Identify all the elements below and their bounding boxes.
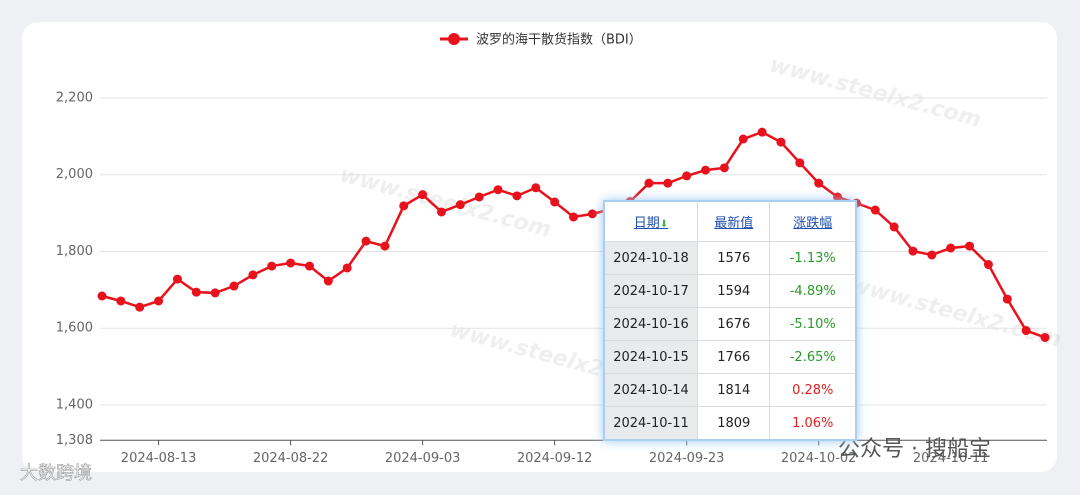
- table-cell: 1.06%: [769, 406, 857, 441]
- table-header: 涨跌幅: [769, 200, 857, 242]
- point: [682, 171, 692, 181]
- table-cell: -4.89%: [769, 274, 857, 308]
- y-tick-label: 2,000: [56, 167, 93, 182]
- point: [795, 158, 805, 168]
- point: [833, 192, 843, 202]
- x-tick-label: 2024-10-02: [781, 451, 857, 466]
- point: [814, 178, 824, 188]
- point: [946, 243, 956, 253]
- legend-marker: [448, 33, 460, 45]
- legend-label: 波罗的海干散货指数（BDI）: [476, 32, 642, 48]
- point: [399, 201, 409, 211]
- data-table: 日期⬇ 最新值 涨跌幅 2024-10-18 1576 -1.13% 2024-10-17 1…: [603, 200, 857, 441]
- point: [983, 260, 993, 270]
- point: [493, 185, 503, 195]
- y-tick-label: 1,308: [56, 433, 93, 448]
- point: [587, 209, 597, 219]
- table-cell: 1576: [696, 241, 771, 275]
- point: [663, 178, 673, 188]
- point: [1040, 332, 1050, 342]
- y-tick-label: 1,400: [56, 397, 93, 412]
- table-cell: 2024-10-18: [603, 241, 698, 275]
- point: [135, 302, 145, 312]
- point: [757, 127, 767, 137]
- point: [172, 274, 182, 284]
- y-tick-label: 2,200: [56, 90, 93, 105]
- table-cell: -2.65%: [769, 340, 857, 374]
- point: [191, 287, 201, 297]
- legend: 波罗的海干散货指数（BDI）: [440, 32, 642, 48]
- point: [870, 205, 880, 215]
- point: [380, 241, 390, 251]
- point: [531, 183, 541, 193]
- point: [323, 276, 333, 286]
- table-cell: 2024-10-17: [603, 274, 698, 308]
- y-tick-label: 1,600: [56, 321, 93, 336]
- x-tick-label: 2024-08-22: [253, 451, 329, 466]
- table-cell: 2024-10-15: [603, 340, 698, 374]
- table-cell: 2024-10-16: [603, 307, 698, 341]
- table-row: 2024-10-15 1766 -2.65%: [603, 340, 857, 374]
- point: [474, 192, 484, 202]
- point: [738, 134, 748, 144]
- x-tick-label: 2024-09-12: [517, 451, 593, 466]
- footer-right: 公众号 · 搜船宝: [838, 437, 991, 462]
- table-cell: 0.28%: [769, 373, 857, 407]
- table-header: 最新值: [696, 200, 771, 242]
- point: [1002, 294, 1012, 304]
- table-row: 2024-10-18 1576 -1.13%: [603, 241, 857, 275]
- point: [927, 250, 937, 260]
- table-cell: 1809: [696, 406, 771, 441]
- point: [154, 296, 164, 306]
- point: [286, 258, 296, 268]
- point: [436, 207, 446, 217]
- point: [418, 190, 428, 200]
- point: [776, 137, 786, 147]
- point: [455, 200, 465, 210]
- x-tick-label: 2024-08-13: [121, 451, 197, 466]
- table-header-row: 日期⬇ 最新值 涨跌幅: [603, 200, 857, 242]
- table-cell: -1.13%: [769, 241, 857, 275]
- point: [116, 296, 126, 306]
- point: [1021, 326, 1031, 336]
- point: [550, 197, 560, 207]
- point: [342, 263, 352, 273]
- point: [229, 281, 239, 291]
- table-cell: -5.10%: [769, 307, 857, 341]
- table-row: 2024-10-16 1676 -5.10%: [603, 307, 857, 341]
- point: [248, 270, 258, 280]
- table-cell: 1594: [696, 274, 771, 308]
- point: [908, 246, 918, 256]
- point: [267, 261, 277, 271]
- point: [97, 291, 107, 301]
- table-cell: 2024-10-11: [603, 406, 698, 441]
- point: [965, 241, 975, 251]
- x-tick-label: 2024-09-23: [649, 451, 725, 466]
- point: [889, 222, 899, 232]
- point: [569, 212, 578, 222]
- x-tick-label: 2024-10-11: [913, 451, 989, 466]
- table-cell: 1676: [696, 307, 771, 341]
- y-tick-label: 1,800: [56, 244, 93, 259]
- point: [210, 288, 220, 298]
- footer-left: 大数跨境: [20, 463, 92, 484]
- table-row: 2024-10-11 1809 1.06%: [603, 406, 857, 441]
- point: [719, 163, 729, 173]
- table-row: 2024-10-17 1594 -4.89%: [603, 274, 857, 308]
- table-cell: 1814: [696, 373, 771, 407]
- sort-arrow: ⬇: [659, 219, 669, 230]
- point: [361, 236, 371, 246]
- point: [304, 261, 314, 271]
- table-cell: 2024-10-14: [603, 373, 698, 407]
- table-row: 2024-10-14 1814 0.28%: [603, 373, 857, 407]
- x-tick-label: 2024-09-03: [385, 451, 461, 466]
- point: [644, 178, 654, 188]
- point: [701, 165, 711, 175]
- table-header: 日期⬇: [603, 200, 698, 242]
- point: [512, 191, 522, 201]
- table-cell: 1766: [696, 340, 771, 374]
